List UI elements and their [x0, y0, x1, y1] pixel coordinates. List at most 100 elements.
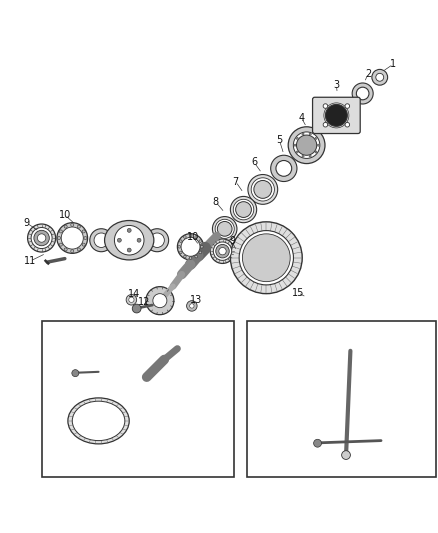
Circle shape	[90, 229, 113, 252]
Circle shape	[376, 74, 384, 81]
Circle shape	[129, 297, 134, 302]
Circle shape	[145, 229, 169, 252]
Circle shape	[406, 362, 418, 375]
Text: 6: 6	[251, 157, 257, 167]
Text: 11: 11	[24, 256, 36, 266]
Circle shape	[341, 406, 344, 409]
Circle shape	[319, 399, 337, 417]
Circle shape	[137, 377, 148, 388]
Circle shape	[287, 361, 300, 375]
Circle shape	[230, 222, 302, 294]
Text: 1: 1	[390, 59, 396, 69]
Circle shape	[132, 304, 141, 313]
Bar	[42, 321, 234, 477]
Ellipse shape	[302, 156, 304, 157]
FancyBboxPatch shape	[313, 97, 360, 134]
Circle shape	[254, 181, 272, 198]
Circle shape	[212, 216, 237, 241]
Ellipse shape	[309, 156, 311, 157]
Text: 3: 3	[333, 80, 339, 90]
Circle shape	[271, 155, 297, 182]
Ellipse shape	[302, 133, 304, 135]
Circle shape	[153, 294, 167, 308]
Circle shape	[117, 238, 121, 242]
Text: 9: 9	[229, 236, 235, 246]
Circle shape	[150, 233, 164, 247]
Text: 10: 10	[59, 210, 71, 220]
Circle shape	[167, 353, 172, 359]
Circle shape	[390, 360, 407, 377]
Circle shape	[189, 234, 192, 237]
Circle shape	[180, 240, 182, 243]
Circle shape	[59, 243, 62, 246]
Circle shape	[64, 248, 67, 251]
Circle shape	[325, 104, 347, 126]
Circle shape	[393, 363, 404, 374]
Text: 8: 8	[212, 197, 219, 207]
Circle shape	[314, 439, 321, 447]
Circle shape	[146, 287, 174, 314]
Text: 2: 2	[365, 69, 371, 79]
Circle shape	[178, 246, 180, 248]
Text: 7: 7	[233, 176, 239, 187]
Text: 4: 4	[298, 112, 304, 123]
Circle shape	[127, 229, 131, 232]
Circle shape	[126, 295, 137, 305]
Circle shape	[219, 247, 226, 255]
Circle shape	[114, 225, 144, 255]
Circle shape	[339, 396, 362, 419]
Text: 9: 9	[23, 217, 29, 228]
Circle shape	[127, 248, 131, 252]
Circle shape	[281, 356, 306, 381]
Circle shape	[357, 406, 360, 409]
Circle shape	[190, 304, 194, 308]
Circle shape	[357, 87, 369, 100]
Circle shape	[37, 234, 46, 242]
Circle shape	[251, 178, 275, 201]
Circle shape	[239, 231, 293, 285]
Circle shape	[372, 69, 388, 85]
Text: 12: 12	[138, 296, 150, 306]
Circle shape	[288, 127, 325, 164]
Circle shape	[276, 160, 292, 176]
Circle shape	[94, 233, 109, 247]
Circle shape	[290, 365, 297, 372]
Circle shape	[71, 223, 74, 227]
Circle shape	[28, 224, 56, 252]
Circle shape	[177, 233, 204, 260]
Circle shape	[154, 355, 170, 370]
Circle shape	[349, 414, 352, 417]
Circle shape	[391, 382, 406, 398]
Circle shape	[345, 104, 350, 108]
Circle shape	[199, 251, 201, 254]
Circle shape	[352, 83, 373, 104]
Circle shape	[157, 358, 167, 367]
Circle shape	[82, 230, 85, 233]
Circle shape	[131, 372, 153, 393]
Circle shape	[297, 135, 317, 155]
Circle shape	[233, 199, 254, 220]
Circle shape	[184, 255, 186, 258]
Circle shape	[82, 243, 85, 246]
Ellipse shape	[331, 392, 370, 424]
Circle shape	[367, 402, 378, 414]
Circle shape	[34, 230, 49, 246]
Circle shape	[364, 399, 382, 417]
Circle shape	[57, 223, 88, 253]
Ellipse shape	[297, 151, 298, 153]
Circle shape	[216, 245, 229, 258]
Ellipse shape	[294, 144, 296, 146]
Circle shape	[57, 237, 60, 239]
Circle shape	[323, 123, 328, 127]
Text: 10: 10	[187, 232, 199, 242]
Ellipse shape	[105, 221, 154, 260]
Circle shape	[64, 225, 67, 228]
Circle shape	[349, 398, 352, 401]
Circle shape	[299, 391, 314, 407]
Circle shape	[242, 234, 290, 281]
Circle shape	[236, 201, 251, 217]
Circle shape	[293, 132, 320, 158]
Circle shape	[217, 222, 232, 236]
Text: 14: 14	[127, 289, 140, 298]
Circle shape	[189, 257, 192, 260]
